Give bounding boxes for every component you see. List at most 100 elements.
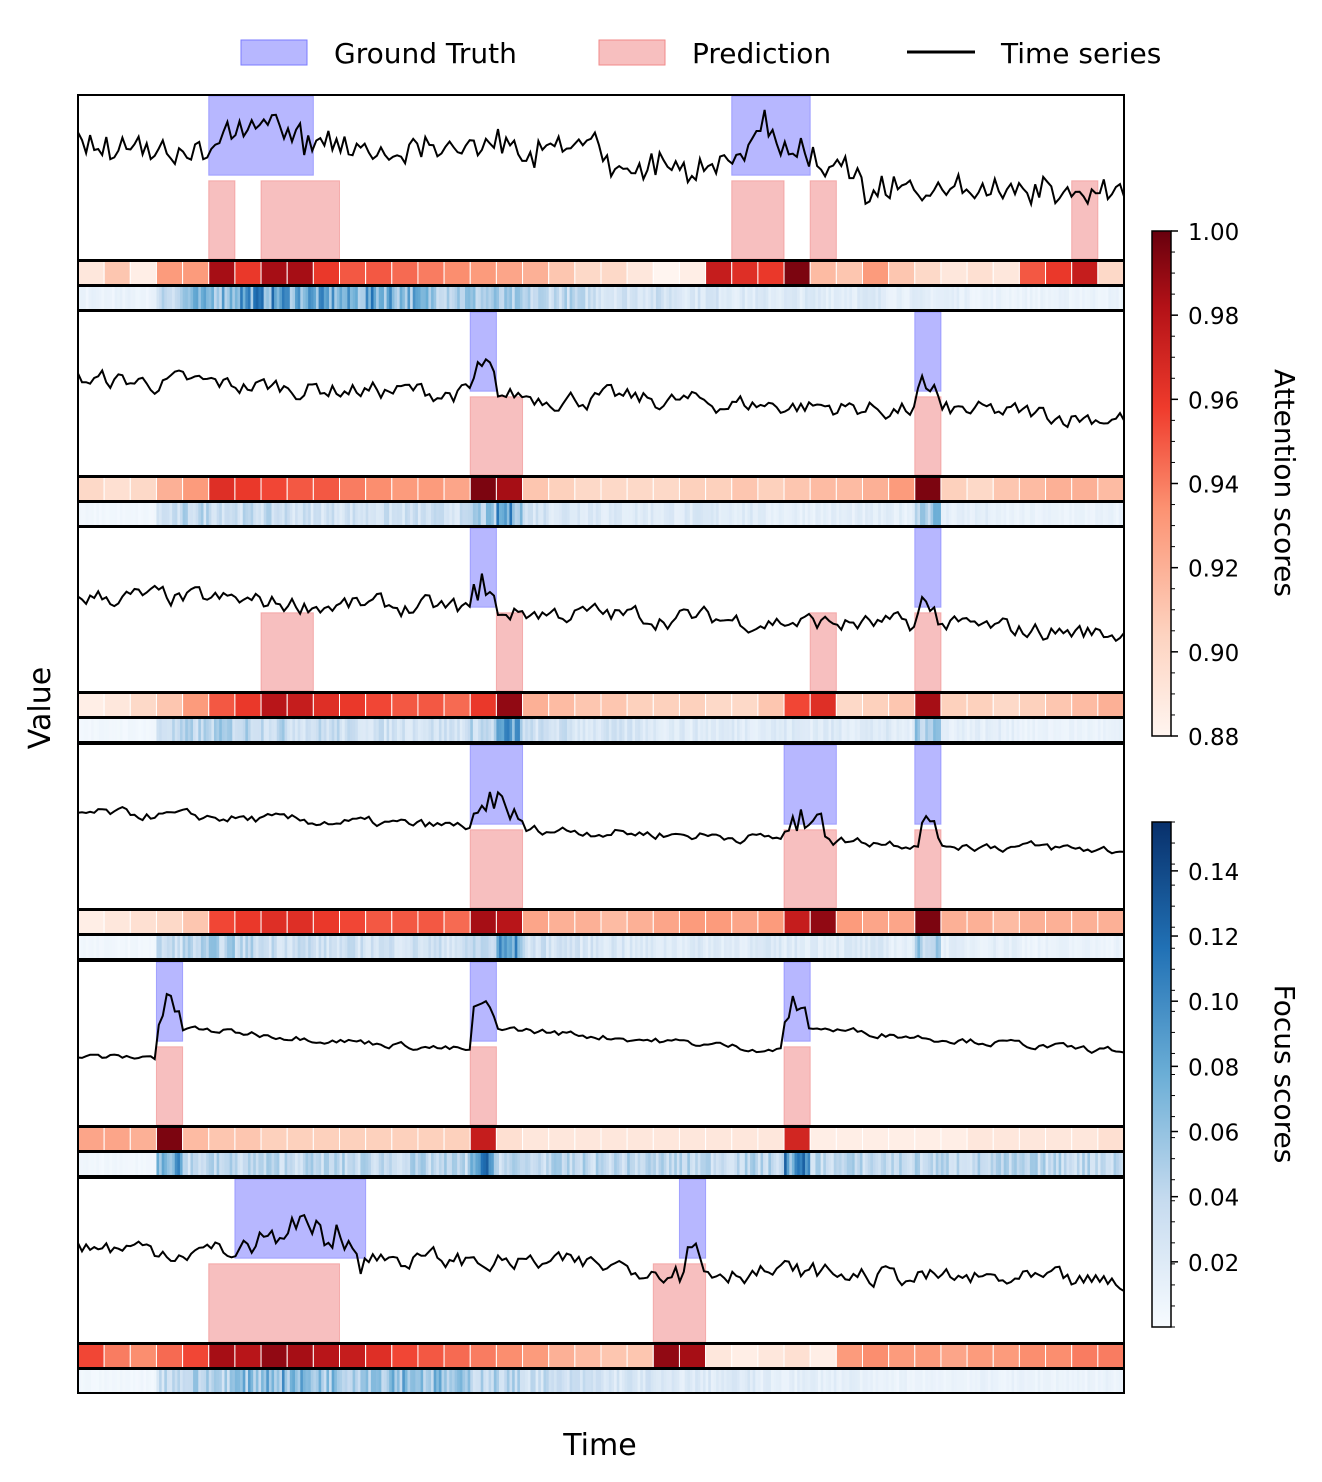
focus-cell (451, 286, 455, 310)
focus-cell (428, 718, 432, 742)
focus-cell (883, 1369, 887, 1393)
focus-cell (938, 286, 942, 310)
focus-cell (627, 935, 631, 959)
focus-cell (789, 1152, 793, 1176)
focus-cell (101, 935, 105, 959)
attention-cell (574, 1126, 602, 1152)
focus-cell (297, 935, 301, 959)
focus-cell (896, 1152, 900, 1176)
attention-cell (103, 1126, 131, 1152)
focus-cell (140, 1152, 144, 1176)
focus-cell (451, 935, 455, 959)
focus-cell (828, 502, 832, 526)
focus-cell (849, 502, 853, 526)
ground-truth-span (208, 95, 314, 176)
focus-cell (119, 718, 123, 742)
focus-cell (491, 935, 495, 959)
focus-cell (386, 1152, 390, 1176)
focus-cell (1056, 1369, 1059, 1393)
focus-cell (619, 502, 623, 526)
attention-cell (678, 476, 707, 502)
focus-cell (590, 935, 594, 959)
focus-cell (778, 502, 782, 526)
focus-cell (509, 935, 513, 959)
focus-cell (331, 718, 335, 742)
attention-cell (365, 909, 393, 935)
focus-cell (710, 935, 714, 959)
focus-cell (825, 502, 829, 526)
focus-cell (914, 935, 918, 959)
attention-cell (548, 1343, 576, 1369)
focus-cell (734, 935, 738, 959)
focus-cell (572, 1152, 576, 1176)
focus-cell (300, 935, 304, 959)
focus-cell (614, 502, 617, 526)
focus-cell (321, 502, 325, 526)
focus-cell (682, 1369, 685, 1393)
focus-cell (590, 286, 594, 310)
focus-cell (308, 1152, 312, 1176)
focus-cell (357, 502, 361, 526)
focus-cell (368, 935, 372, 959)
focus-cell (501, 718, 505, 742)
focus-cell (723, 502, 727, 526)
focus-cell (122, 1369, 126, 1393)
focus-cell (352, 935, 356, 959)
attention-cell (234, 909, 262, 935)
focus-cell (846, 502, 850, 526)
focus-cell (229, 286, 233, 310)
focus-cell (648, 1369, 651, 1393)
focus-cell (404, 1369, 408, 1393)
attention-cell (469, 1343, 497, 1369)
focus-cell (1056, 935, 1059, 959)
attention-cell (783, 909, 811, 935)
focus-cell (211, 1369, 215, 1393)
prediction-span (914, 612, 942, 692)
focus-cell (595, 286, 599, 310)
focus-cell (540, 1152, 544, 1176)
attention-cell (678, 1126, 707, 1152)
focus-cell (1050, 1369, 1054, 1393)
focus-cell (559, 286, 563, 310)
focus-cell (352, 1152, 356, 1176)
focus-cell (1108, 718, 1112, 742)
focus-cell (1090, 935, 1093, 959)
attention-cell (731, 692, 759, 718)
focus-cell (159, 718, 162, 742)
focus-cell (713, 1369, 717, 1393)
focus-cell (708, 1369, 712, 1393)
focus-cell (404, 935, 408, 959)
focus-cell (1022, 935, 1025, 959)
focus-cell (431, 286, 434, 310)
focus-cell (867, 718, 871, 742)
focus-cell (1016, 1369, 1020, 1393)
focus-cell (561, 502, 565, 526)
focus-cell (815, 718, 819, 742)
focus-cell (224, 718, 228, 742)
focus-cell (177, 286, 181, 310)
focus-cell (465, 286, 468, 310)
focus-cell (627, 1152, 631, 1176)
focus-cell (770, 1152, 774, 1176)
focus-cell (472, 1369, 476, 1393)
focus-cell (768, 718, 772, 742)
focus-cell (161, 286, 165, 310)
focus-cell (969, 286, 973, 310)
focus-cell (595, 935, 599, 959)
focus-cell (867, 286, 871, 310)
attention-cell (103, 476, 131, 502)
focus-cell (574, 286, 578, 310)
focus-cell (140, 718, 144, 742)
focus-cell (982, 502, 986, 526)
focus-cell (130, 1369, 134, 1393)
focus-cell (125, 1152, 128, 1176)
focus-cell (83, 935, 87, 959)
ground-truth-span (678, 1178, 707, 1259)
focus-cell (844, 1369, 848, 1393)
attention-cell (234, 476, 262, 502)
focus-cell (815, 286, 819, 310)
focus-cell (755, 286, 759, 310)
colorbar-tick-label: 0.06 (1188, 1121, 1239, 1147)
focus-cell (1003, 718, 1007, 742)
attention-cell (940, 909, 968, 935)
